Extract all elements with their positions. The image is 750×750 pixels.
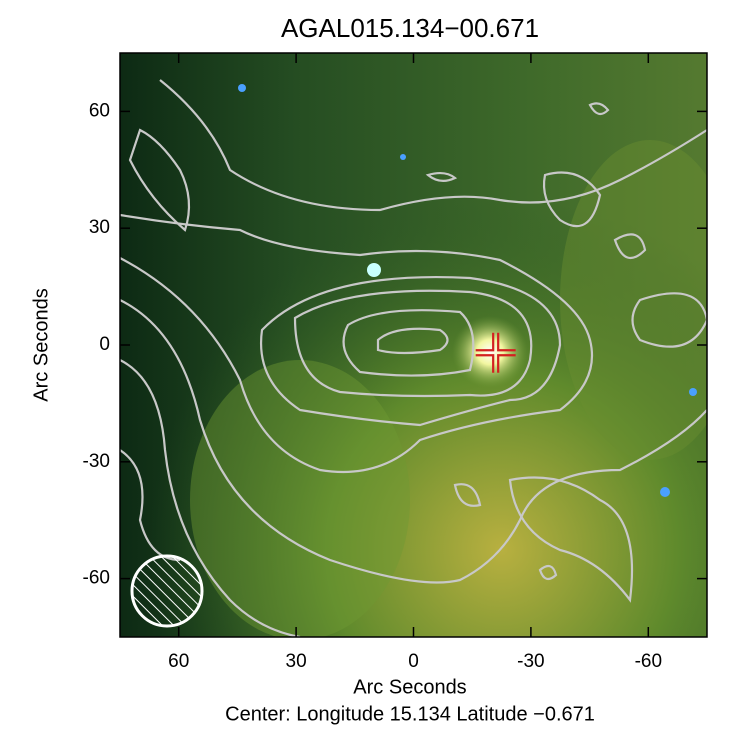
nebula: [560, 140, 707, 460]
contour: [542, 171, 602, 228]
contour: [425, 171, 458, 182]
x-tick-label: 30: [286, 651, 307, 672]
contour: [159, 79, 707, 212]
contour: [342, 309, 475, 377]
contour: [453, 483, 482, 507]
x-axis-label: Arc Seconds: [353, 676, 466, 698]
y-tick-label: -30: [83, 451, 110, 472]
x-tick-label: -30: [517, 651, 544, 672]
contour: [128, 128, 191, 232]
x-tick-label: -60: [635, 651, 662, 672]
y-tick-label: 60: [89, 100, 110, 121]
x-tick-label: 0: [408, 651, 419, 672]
contour: [120, 359, 301, 637]
source-marker: [475, 332, 516, 373]
star: [400, 154, 406, 160]
contour: [120, 213, 594, 474]
nebula: [190, 360, 410, 637]
y-tick-label: 30: [89, 217, 110, 238]
star: [689, 388, 697, 396]
nebula: [120, 53, 707, 637]
contour: [260, 275, 562, 427]
y-axis-label: Arc Seconds: [30, 288, 52, 401]
y-tick-label: 0: [99, 334, 110, 355]
contour: [508, 476, 634, 603]
contour: [613, 233, 647, 260]
contour: [631, 292, 707, 348]
bright-source: [452, 316, 528, 388]
star: [367, 263, 381, 277]
contour: [293, 289, 533, 398]
image: [120, 53, 707, 637]
star: [238, 84, 246, 92]
contour: [538, 564, 558, 581]
contour: [588, 102, 610, 116]
contour: [376, 327, 449, 355]
beam: [130, 554, 204, 628]
footer: Center: Longitude 15.134 Latitude −0.671: [225, 703, 595, 725]
star: [660, 487, 670, 497]
y-tick-label: -60: [83, 568, 110, 589]
chart-title: AGAL015.134−00.671: [281, 13, 539, 43]
contour: [120, 299, 707, 584]
x-tick-label: 60: [168, 651, 189, 672]
